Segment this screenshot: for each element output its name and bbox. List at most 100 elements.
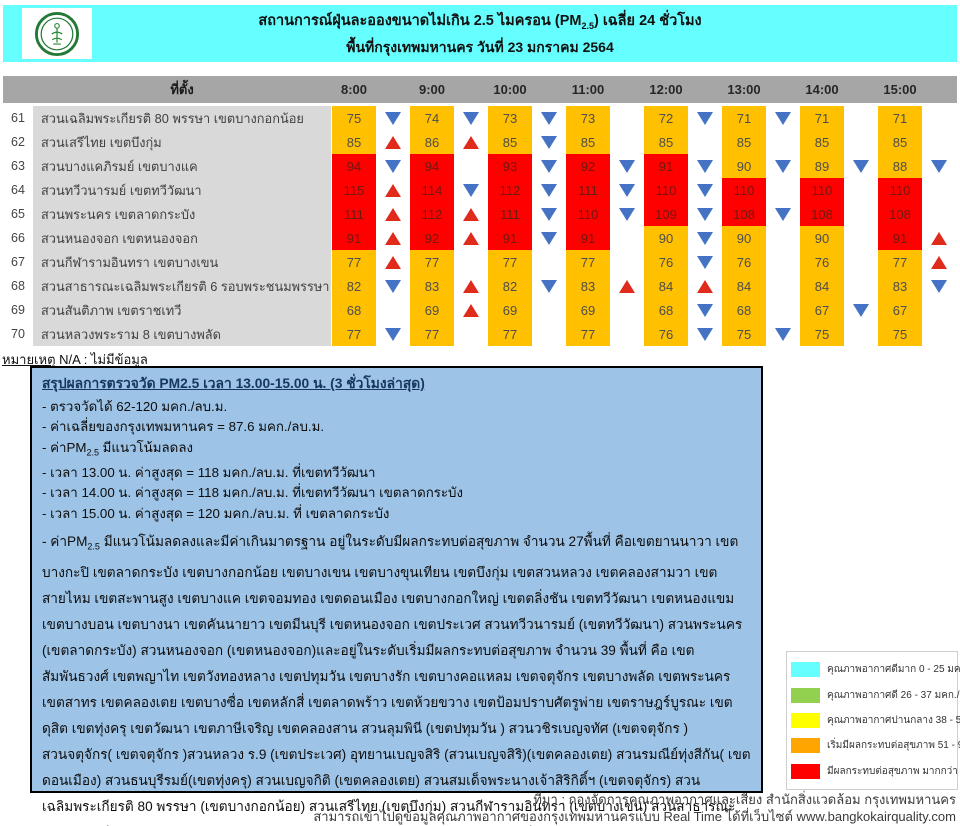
- pm25-value: 86: [410, 130, 454, 154]
- trend-none: [611, 298, 643, 322]
- pm25-value: 91: [644, 154, 688, 178]
- footer-website: สามารถเข้าไปดูข้อมูลคุณภาพอากาศของกรุงเท…: [313, 808, 956, 824]
- pm25-value: 91: [488, 226, 532, 250]
- pm25-value: 109: [644, 202, 688, 226]
- summary-line: - ตรวจวัดได้ 62-120 มคก./ลบ.ม.: [42, 399, 228, 414]
- pm25-value: 77: [566, 250, 610, 274]
- table-row: 61 สวนเฉลิมพระเกียรติ 80 พรรษา เขตบางกอกน…: [3, 106, 957, 130]
- trend-down-icon: [689, 250, 721, 274]
- pm25-value: 88: [878, 154, 922, 178]
- pm25-value: 67: [878, 298, 922, 322]
- time-header: 8:00: [340, 82, 368, 97]
- trend-down-icon: [533, 178, 565, 202]
- pm25-value: 111: [488, 202, 532, 226]
- triangle-shape: [697, 279, 713, 293]
- trend-none: [845, 178, 877, 202]
- trend-up-icon: [455, 130, 487, 154]
- time-header: 15:00: [883, 82, 917, 97]
- row-number: 65: [11, 207, 25, 221]
- pm25-value: 89: [800, 154, 844, 178]
- pm25-value: 85: [644, 130, 688, 154]
- trend-up-icon: [377, 202, 409, 226]
- row-number: 64: [11, 183, 25, 197]
- triangle-shape: [775, 207, 791, 221]
- pm25-value: 76: [722, 250, 766, 274]
- pm25-value: 83: [878, 274, 922, 298]
- pm25-value: 83: [566, 274, 610, 298]
- trend-down-icon: [533, 154, 565, 178]
- triangle-shape: [853, 159, 869, 173]
- pm25-value: 84: [800, 274, 844, 298]
- pm25-value: 85: [488, 130, 532, 154]
- legend-item: คุณภาพอากาศดีมาก 0 - 25 มคก./ลบ.ม.: [791, 662, 960, 678]
- pm25-value: 94: [332, 154, 376, 178]
- legend-item: คุณภาพอากาศดี 26 - 37 มคก./ลบ.ม.: [791, 687, 960, 703]
- station-name: สวนหลวงพระราม 8 เขตบางพลัด: [33, 322, 331, 346]
- time-header: 14:00: [805, 82, 839, 97]
- trend-up-icon: [377, 226, 409, 250]
- trend-up-icon: [689, 274, 721, 298]
- pm25-value: 108: [722, 202, 766, 226]
- trend-down-icon: [377, 274, 409, 298]
- trend-none: [767, 274, 799, 298]
- trend-down-icon: [377, 322, 409, 346]
- trend-none: [611, 130, 643, 154]
- pm25-value: 110: [566, 202, 610, 226]
- table-row: 68 สวนสาธารณะเฉลิมพระเกียรติ 6 รอบพระชนมพ…: [3, 274, 957, 298]
- row-number: 62: [11, 135, 25, 149]
- pm25-value: 71: [800, 106, 844, 130]
- pm25-value: 75: [800, 322, 844, 346]
- pm25-value: 111: [332, 202, 376, 226]
- trend-down-icon: [689, 106, 721, 130]
- title-lines: สถานการณ์ฝุ่นละอองขนาดไม่เกิน 2.5 ไมครอน…: [3, 5, 957, 62]
- pm25-value: 84: [722, 274, 766, 298]
- pm25-value: 77: [410, 250, 454, 274]
- trend-down-icon: [767, 322, 799, 346]
- bma-seal-icon: [22, 8, 92, 59]
- triangle-shape: [463, 135, 479, 149]
- triangle-shape: [463, 303, 479, 317]
- triangle-shape: [931, 159, 947, 173]
- trend-down-icon: [689, 154, 721, 178]
- summary-paragraph: - ค่าPM2.5 มีแนวโน้มลดลงและมีค่าเกินมาตร…: [42, 534, 751, 826]
- pm25-value: 75: [332, 106, 376, 130]
- triangle-shape: [463, 231, 479, 245]
- triangle-shape: [775, 159, 791, 173]
- pm25-value: 90: [644, 226, 688, 250]
- triangle-shape: [697, 327, 713, 341]
- row-number: 67: [11, 255, 25, 269]
- triangle-shape: [541, 207, 557, 221]
- pm25-value: 67: [800, 298, 844, 322]
- trend-down-icon: [845, 298, 877, 322]
- pm25-value: 90: [722, 226, 766, 250]
- trend-none: [923, 298, 955, 322]
- trend-none: [611, 106, 643, 130]
- pm25-value: 77: [410, 322, 454, 346]
- pm25-value: 110: [800, 178, 844, 202]
- footer: ที่มา : กองจัดการคุณภาพอากาศและเสียง สำน…: [0, 792, 956, 825]
- table-row: 69 สวนสันติภาพ เขตราชเทวี 68 69 69 69 68 68 67 67: [3, 298, 957, 322]
- trend-none: [923, 322, 955, 346]
- legend-item: เริ่มมีผลกระทบต่อสุขภาพ 51 - 90 มคก./ลบ.…: [791, 738, 960, 754]
- triangle-shape: [775, 111, 791, 125]
- triangle-shape: [697, 159, 713, 173]
- summary-line: - ค่าPM2.5 มีแนวโน้มลดลง: [42, 439, 193, 458]
- pm25-value: 110: [722, 178, 766, 202]
- triangle-shape: [463, 111, 479, 125]
- footer-source: ที่มา : กองจัดการคุณภาพอากาศและเสียง สำน…: [533, 792, 956, 807]
- trend-down-icon: [377, 154, 409, 178]
- legend-label: คุณภาพอากาศดี 26 - 37 มคก./ลบ.ม.: [827, 689, 960, 701]
- table-row: 66 สวนหนองจอก เขตหนองจอก 91 92 91 91 90 90 90 91: [3, 226, 957, 250]
- pm25-value: 85: [566, 130, 610, 154]
- pm25-value: 91: [566, 226, 610, 250]
- trend-none: [845, 274, 877, 298]
- station-name: สวนทวีวนารมย์ เขตทวีวัฒนา: [33, 178, 331, 202]
- table-row: 70 สวนหลวงพระราม 8 เขตบางพลัด 77 77 77 77 76 75…: [3, 322, 957, 346]
- trend-down-icon: [533, 130, 565, 154]
- trend-none: [845, 130, 877, 154]
- triangle-shape: [697, 303, 713, 317]
- time-header: 13:00: [727, 82, 761, 97]
- station-name: สวนเสรีไทย เขตบึงกุ่ม: [33, 130, 331, 154]
- triangle-shape: [541, 231, 557, 245]
